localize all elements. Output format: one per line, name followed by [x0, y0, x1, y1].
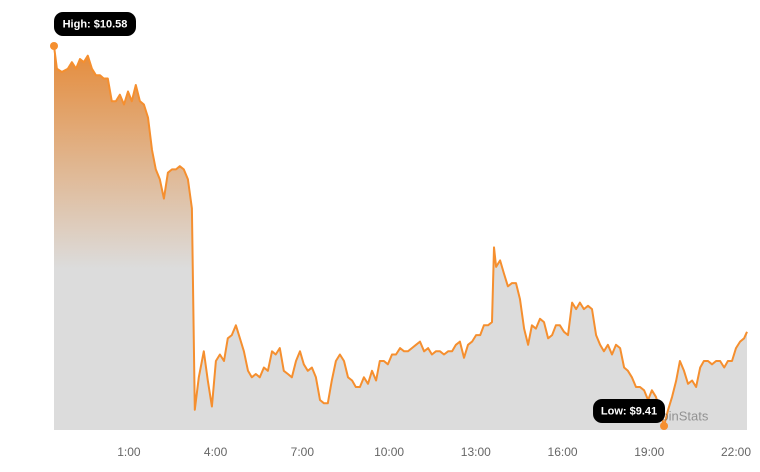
- low-label: Low: $9.41: [593, 399, 666, 423]
- low-label-box: [593, 399, 666, 423]
- high-label-text: High: $10.58: [63, 18, 128, 30]
- watermark-text: CoinStats: [652, 408, 709, 423]
- x-tick-label: 19:00: [634, 445, 664, 459]
- x-tick-label: 4:00: [204, 445, 228, 459]
- high-label-box: [54, 12, 136, 36]
- x-tick-label: 7:00: [291, 445, 315, 459]
- price-line: [53, 45, 748, 427]
- x-tick-label: 13:00: [461, 445, 491, 459]
- x-tick-label: 10:00: [374, 445, 404, 459]
- high-label: High: $10.58: [54, 12, 136, 36]
- x-tick-label: 1:00: [117, 445, 141, 459]
- high-point: [50, 42, 58, 50]
- x-tick-label: 22:00: [721, 445, 751, 459]
- x-tick-label: 16:00: [548, 445, 578, 459]
- low-label-text: Low: $9.41: [601, 405, 657, 417]
- low-point: [660, 422, 669, 430]
- area-fill: [54, 46, 747, 430]
